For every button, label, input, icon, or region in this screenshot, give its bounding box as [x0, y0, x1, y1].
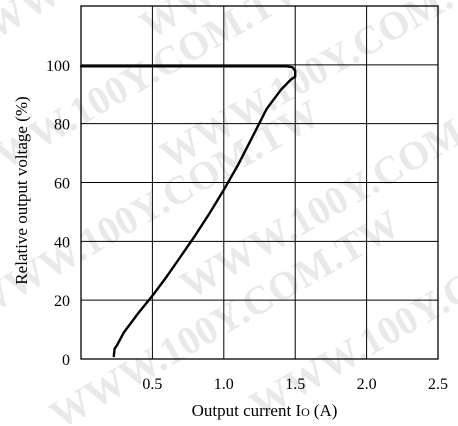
y-tick-label: 60	[54, 176, 70, 193]
x-axis-title-unit: (A)	[314, 401, 338, 420]
x-tick-label: 2.5	[428, 376, 448, 393]
y-tick-label: 20	[54, 293, 70, 310]
y-tick-label: 40	[54, 234, 70, 251]
y-tick-label: 80	[54, 117, 70, 134]
plot-frame	[80, 5, 439, 360]
x-tick-label: 2.0	[357, 376, 377, 393]
series-line	[79, 65, 297, 358]
x-axis-title: Output current IO (A)	[192, 401, 338, 420]
x-axis-title-sub: O	[301, 405, 310, 419]
y-tick-label: 0	[62, 352, 70, 369]
x-tick-label: 1.5	[285, 376, 305, 393]
x-tick-label: 0.5	[142, 376, 162, 393]
y-tick-label: 100	[46, 58, 70, 75]
x-tick-label: 1.0	[214, 376, 234, 393]
x-axis-title-main: Output current I	[192, 401, 302, 420]
tick-layer: 0.5 1.0 1.5 2.0 2.5 0 20 40 60 80 100	[46, 58, 448, 393]
grid-layer	[81, 6, 438, 359]
y-axis-title: Relative output voltage (%)	[12, 96, 31, 284]
